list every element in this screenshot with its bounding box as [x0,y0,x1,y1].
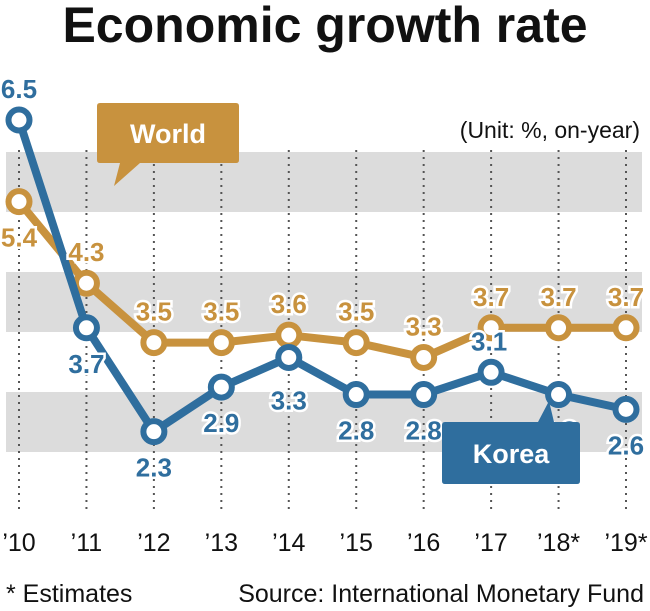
korea-point-5 [342,381,370,409]
x-tick-8: ’18* [537,529,580,557]
x-tick-7: ’17 [474,529,507,557]
korea-label-9: 2.6 [608,430,644,460]
korea-label-6: 2.8 [406,416,442,446]
world-label-6: 3.3 [406,311,442,341]
chart-title: Economic growth rate [62,0,587,53]
world-point-3 [207,329,235,357]
x-tick-0: ’10 [2,529,35,557]
data-labels: 5.4 4.3 3.5 3.5 3.6 3.5 3.3 3.7 3.7 3.7 6.5 3.7 2.3 2… [0,72,647,486]
world-label-1: 4.3 [68,237,104,267]
korea-legend-label: Korea [473,439,551,469]
world-label-2: 3.5 [136,297,172,327]
world-legend-label: World [130,119,206,149]
world-point-0 [5,188,33,216]
korea-series [5,106,640,446]
x-tick-3: ’13 [205,529,238,557]
korea-point-0 [5,106,33,134]
korea-label-4: 3.3 [271,385,307,415]
korea-label-7: 3.1 [471,326,507,356]
world-series [5,188,640,371]
world-point-6 [410,343,438,371]
world-label-8: 3.7 [540,282,576,312]
korea-point-6 [410,381,438,409]
x-tick-9: ’19* [604,529,647,557]
world-point-1 [72,269,100,297]
korea-point-1 [72,314,100,342]
x-tick-4: ’14 [272,529,305,557]
korea-point-4 [275,343,303,371]
world-label-4: 3.6 [271,289,307,319]
world-point-4 [275,321,303,349]
world-callout-shape [97,103,239,186]
korea-point-2 [140,418,168,446]
korea-label-1: 3.7 [68,349,104,379]
world-point-8 [545,314,573,342]
world-label-0: 5.4 [1,223,38,253]
x-tick-1: ’11 [71,529,103,557]
korea-label-0: 6.5 [1,74,37,104]
world-point-2 [140,329,168,357]
korea-point-3 [207,373,235,401]
korea-legend-callout: Korea [442,401,580,484]
world-label-7: 3.7 [473,282,509,312]
x-axis-tick-labels: ’10 ’11 ’12 ’13 ’14 ’15 ’16 ’17 ’18* ’19* [2,529,648,557]
footnote: * Estimates [6,580,132,608]
world-label-5: 3.5 [338,297,374,327]
korea-label-5: 2.8 [338,416,374,446]
korea-point-9 [612,395,640,423]
unit-note: (Unit: %, on-year) [460,117,640,143]
source-note: Source: International Monetary Fund [238,580,644,608]
world-label-9: 3.7 [608,282,644,312]
world-line [15,199,626,362]
x-tick-6: ’16 [407,529,440,557]
korea-label-2: 2.3 [136,453,172,483]
korea-label-3: 2.9 [203,408,239,438]
x-tick-5: ’15 [340,529,373,557]
korea-point-7 [477,358,505,386]
world-legend-callout: World [97,103,239,186]
x-tick-2: ’12 [137,529,170,557]
world-label-3: 3.5 [203,297,239,327]
korea-point-8 [545,381,573,409]
world-point-7 [477,314,505,342]
korea-line [15,118,627,436]
world-point-9 [612,314,640,342]
world-point-5 [342,329,370,357]
korea-callout-shape [442,401,580,484]
